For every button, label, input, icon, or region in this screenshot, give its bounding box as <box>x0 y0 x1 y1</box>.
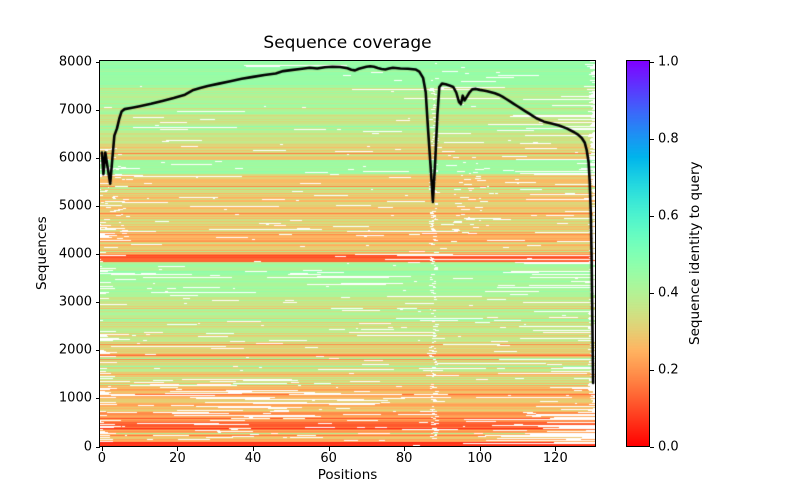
x-tick-label: 0 <box>97 451 107 466</box>
x-tick-label: 40 <box>244 451 262 466</box>
y-tick-mark <box>96 398 100 400</box>
x-tick-label: 80 <box>395 451 413 466</box>
colorbar-tick-label: 0.4 <box>658 285 679 300</box>
y-tick-mark <box>96 157 100 159</box>
x-tick-mark <box>328 447 330 451</box>
y-tick-label: 4000 <box>58 246 92 262</box>
y-tick-mark <box>96 302 100 304</box>
colorbar <box>626 60 650 447</box>
y-tick-mark <box>96 205 100 207</box>
x-tick-mark <box>101 447 103 451</box>
y-tick-mark <box>96 61 100 63</box>
msa-coverage-heatmap-canvas <box>100 61 595 446</box>
y-tick-label: 0 <box>83 439 92 454</box>
y-tick-mark <box>96 350 100 352</box>
colorbar-tick-label: 0.6 <box>658 208 679 223</box>
colorbar-tick-label: 0.0 <box>658 439 679 454</box>
colorbar-tick-mark <box>650 61 654 63</box>
y-tick-label: 1000 <box>58 390 92 406</box>
colorbar-tick-mark <box>650 215 654 217</box>
x-tick-label: 120 <box>542 451 568 466</box>
colorbar-tick-mark <box>650 138 654 140</box>
y-tick-label: 2000 <box>58 342 92 358</box>
colorbar-tick-label: 0.8 <box>658 131 679 146</box>
y-tick-label: 8000 <box>58 54 92 69</box>
colorbar-gradient-canvas <box>627 61 649 446</box>
chart-title: Sequence coverage <box>263 33 432 53</box>
y-tick-mark <box>96 109 100 111</box>
y-tick-label: 3000 <box>58 294 92 310</box>
colorbar-tick-label: 1.0 <box>658 54 679 69</box>
y-tick-mark <box>96 446 100 448</box>
y-tick-label: 5000 <box>58 198 92 214</box>
x-tick-mark <box>177 447 179 451</box>
x-tick-mark <box>253 447 255 451</box>
colorbar-tick-mark <box>650 369 654 371</box>
colorbar-label: Sequence identity to query <box>687 161 703 346</box>
x-tick-label: 100 <box>467 451 493 466</box>
colorbar-tick-mark <box>650 292 654 294</box>
x-axis-label: Positions <box>317 467 378 483</box>
x-tick-mark <box>555 447 557 451</box>
colorbar-tick-mark <box>650 446 654 448</box>
x-tick-mark <box>479 447 481 451</box>
colorbar-tick-label: 0.2 <box>658 362 679 377</box>
x-tick-label: 60 <box>320 451 337 466</box>
x-tick-label: 20 <box>169 451 186 466</box>
y-tick-mark <box>96 254 100 255</box>
y-tick-label: 6000 <box>58 150 92 166</box>
plot-area <box>99 60 596 447</box>
x-tick-mark <box>404 447 406 451</box>
y-tick-label: 7000 <box>58 102 92 118</box>
